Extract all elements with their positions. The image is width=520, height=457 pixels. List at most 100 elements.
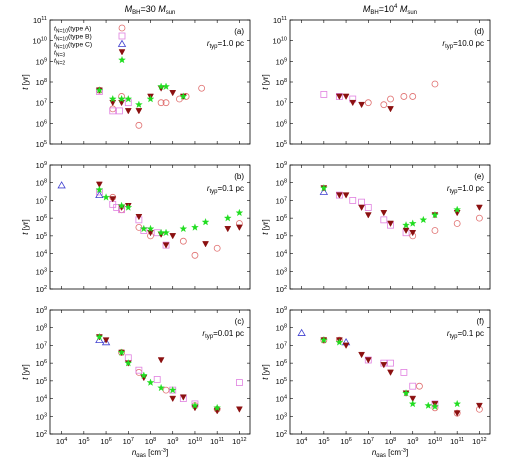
- y-tick-label: 103: [36, 412, 47, 421]
- data-point: [135, 121, 143, 129]
- y-tick-label: 109: [276, 57, 287, 66]
- x-tick-label: 1011: [210, 437, 224, 446]
- y-tick-label: 109: [36, 161, 47, 170]
- data-point: [380, 216, 388, 224]
- y-axis-label: t [yr]: [21, 219, 30, 235]
- legend-entry-label: tN=10(type B): [54, 34, 92, 43]
- data-point: [424, 401, 433, 409]
- data-point: [235, 224, 243, 231]
- x-tick-label: 108: [385, 437, 396, 446]
- data-point: [57, 181, 66, 189]
- data-point: [118, 99, 126, 107]
- y-tick-label: 106: [276, 214, 287, 223]
- data-point: [235, 406, 243, 413]
- data-point: [319, 187, 329, 195]
- data-point: [95, 185, 104, 194]
- data-point: [387, 359, 394, 367]
- data-point: [358, 101, 366, 109]
- y-tick-label: 103: [36, 267, 47, 276]
- data-point: [402, 389, 410, 397]
- series-circle: [409, 214, 483, 240]
- y-tick-label: 108: [36, 179, 47, 188]
- data-point: [358, 351, 366, 359]
- y-tick-label: 106: [276, 359, 287, 368]
- data-point: [475, 214, 483, 222]
- y-tick-label: 108: [36, 324, 47, 333]
- y-tick-label: 104: [276, 250, 287, 259]
- data-point: [364, 99, 372, 107]
- y-tick-label: 105: [276, 232, 287, 241]
- data-point: [453, 399, 462, 408]
- data-point: [146, 378, 155, 386]
- data-point: [95, 86, 104, 94]
- x-tick-label: 104: [56, 437, 67, 446]
- y-tick-label: 102: [36, 285, 47, 294]
- y-axis-label: t [yr]: [261, 219, 270, 235]
- data-point: [179, 92, 188, 100]
- data-point: [168, 386, 177, 394]
- data-point: [162, 228, 170, 236]
- x-tick-label: 1011: [450, 437, 464, 446]
- legend: tN=10(type A)tN=10(type B)tN=10(type C)t…: [54, 24, 127, 67]
- data-point: [176, 95, 183, 103]
- y-tick-label: 107: [36, 196, 47, 205]
- y-tick-label: 105: [36, 377, 47, 386]
- data-point: [109, 105, 117, 113]
- data-point: [297, 328, 306, 336]
- y-axis-label: t [yr]: [261, 74, 270, 90]
- data-point: [431, 210, 439, 219]
- data-point: [146, 224, 155, 233]
- x-axis-label: ngas [cm-3]: [372, 448, 408, 457]
- data-point: [157, 383, 165, 392]
- data-point: [95, 332, 104, 341]
- data-point: [95, 181, 103, 188]
- data-point: [109, 107, 117, 115]
- series-star: [95, 332, 222, 412]
- panel-e: 102 103 104 105 106 107 108 109 t [yr] (e) rtyp=1.…: [261, 161, 491, 294]
- x-tick-label: 109: [407, 437, 418, 446]
- rtyp-label: rtyp=10.0 pc: [442, 39, 484, 50]
- data-point: [191, 223, 199, 231]
- y-tick-label: 104: [36, 395, 47, 404]
- x-tick-label: 105: [318, 437, 329, 446]
- data-point: [387, 106, 394, 113]
- x-tick-label: 105: [78, 437, 89, 446]
- data-point: [153, 376, 161, 383]
- data-point: [135, 366, 143, 374]
- data-point: [139, 371, 148, 379]
- y-tick-label: 105: [36, 140, 47, 149]
- data-point: [408, 399, 417, 408]
- series-star: [95, 82, 188, 108]
- data-point: [349, 99, 357, 107]
- panel-label: (a): [234, 27, 244, 36]
- y-tick-label: 105: [276, 140, 287, 149]
- x-tick-label: 107: [363, 437, 374, 446]
- series-triangle-down: [335, 93, 394, 113]
- x-tick-label: 1010: [188, 437, 202, 446]
- data-point: [109, 99, 117, 107]
- data-point: [400, 93, 408, 100]
- data-point: [135, 108, 143, 115]
- y-tick-label: 102: [36, 430, 47, 439]
- data-point: [431, 80, 439, 88]
- data-point: [169, 395, 177, 403]
- column-title-right: MBH=104 Msun: [363, 4, 417, 16]
- x-tick-label: 106: [340, 437, 351, 446]
- y-tick-label: 106: [36, 214, 47, 223]
- data-point: [213, 403, 222, 412]
- series-square: [364, 356, 439, 408]
- data-point: [179, 394, 187, 401]
- legend-marker: [117, 39, 127, 47]
- y-tick-label: 107: [36, 341, 47, 350]
- data-point: [201, 218, 210, 226]
- data-point: [358, 204, 366, 211]
- y-tick-label: 109: [276, 161, 287, 170]
- data-point: [191, 401, 199, 409]
- data-point: [135, 213, 143, 221]
- data-point: [364, 357, 372, 364]
- data-point: [364, 212, 372, 219]
- series-triangle-up: [319, 187, 329, 195]
- data-point: [102, 193, 110, 201]
- legend-marker: [118, 49, 126, 56]
